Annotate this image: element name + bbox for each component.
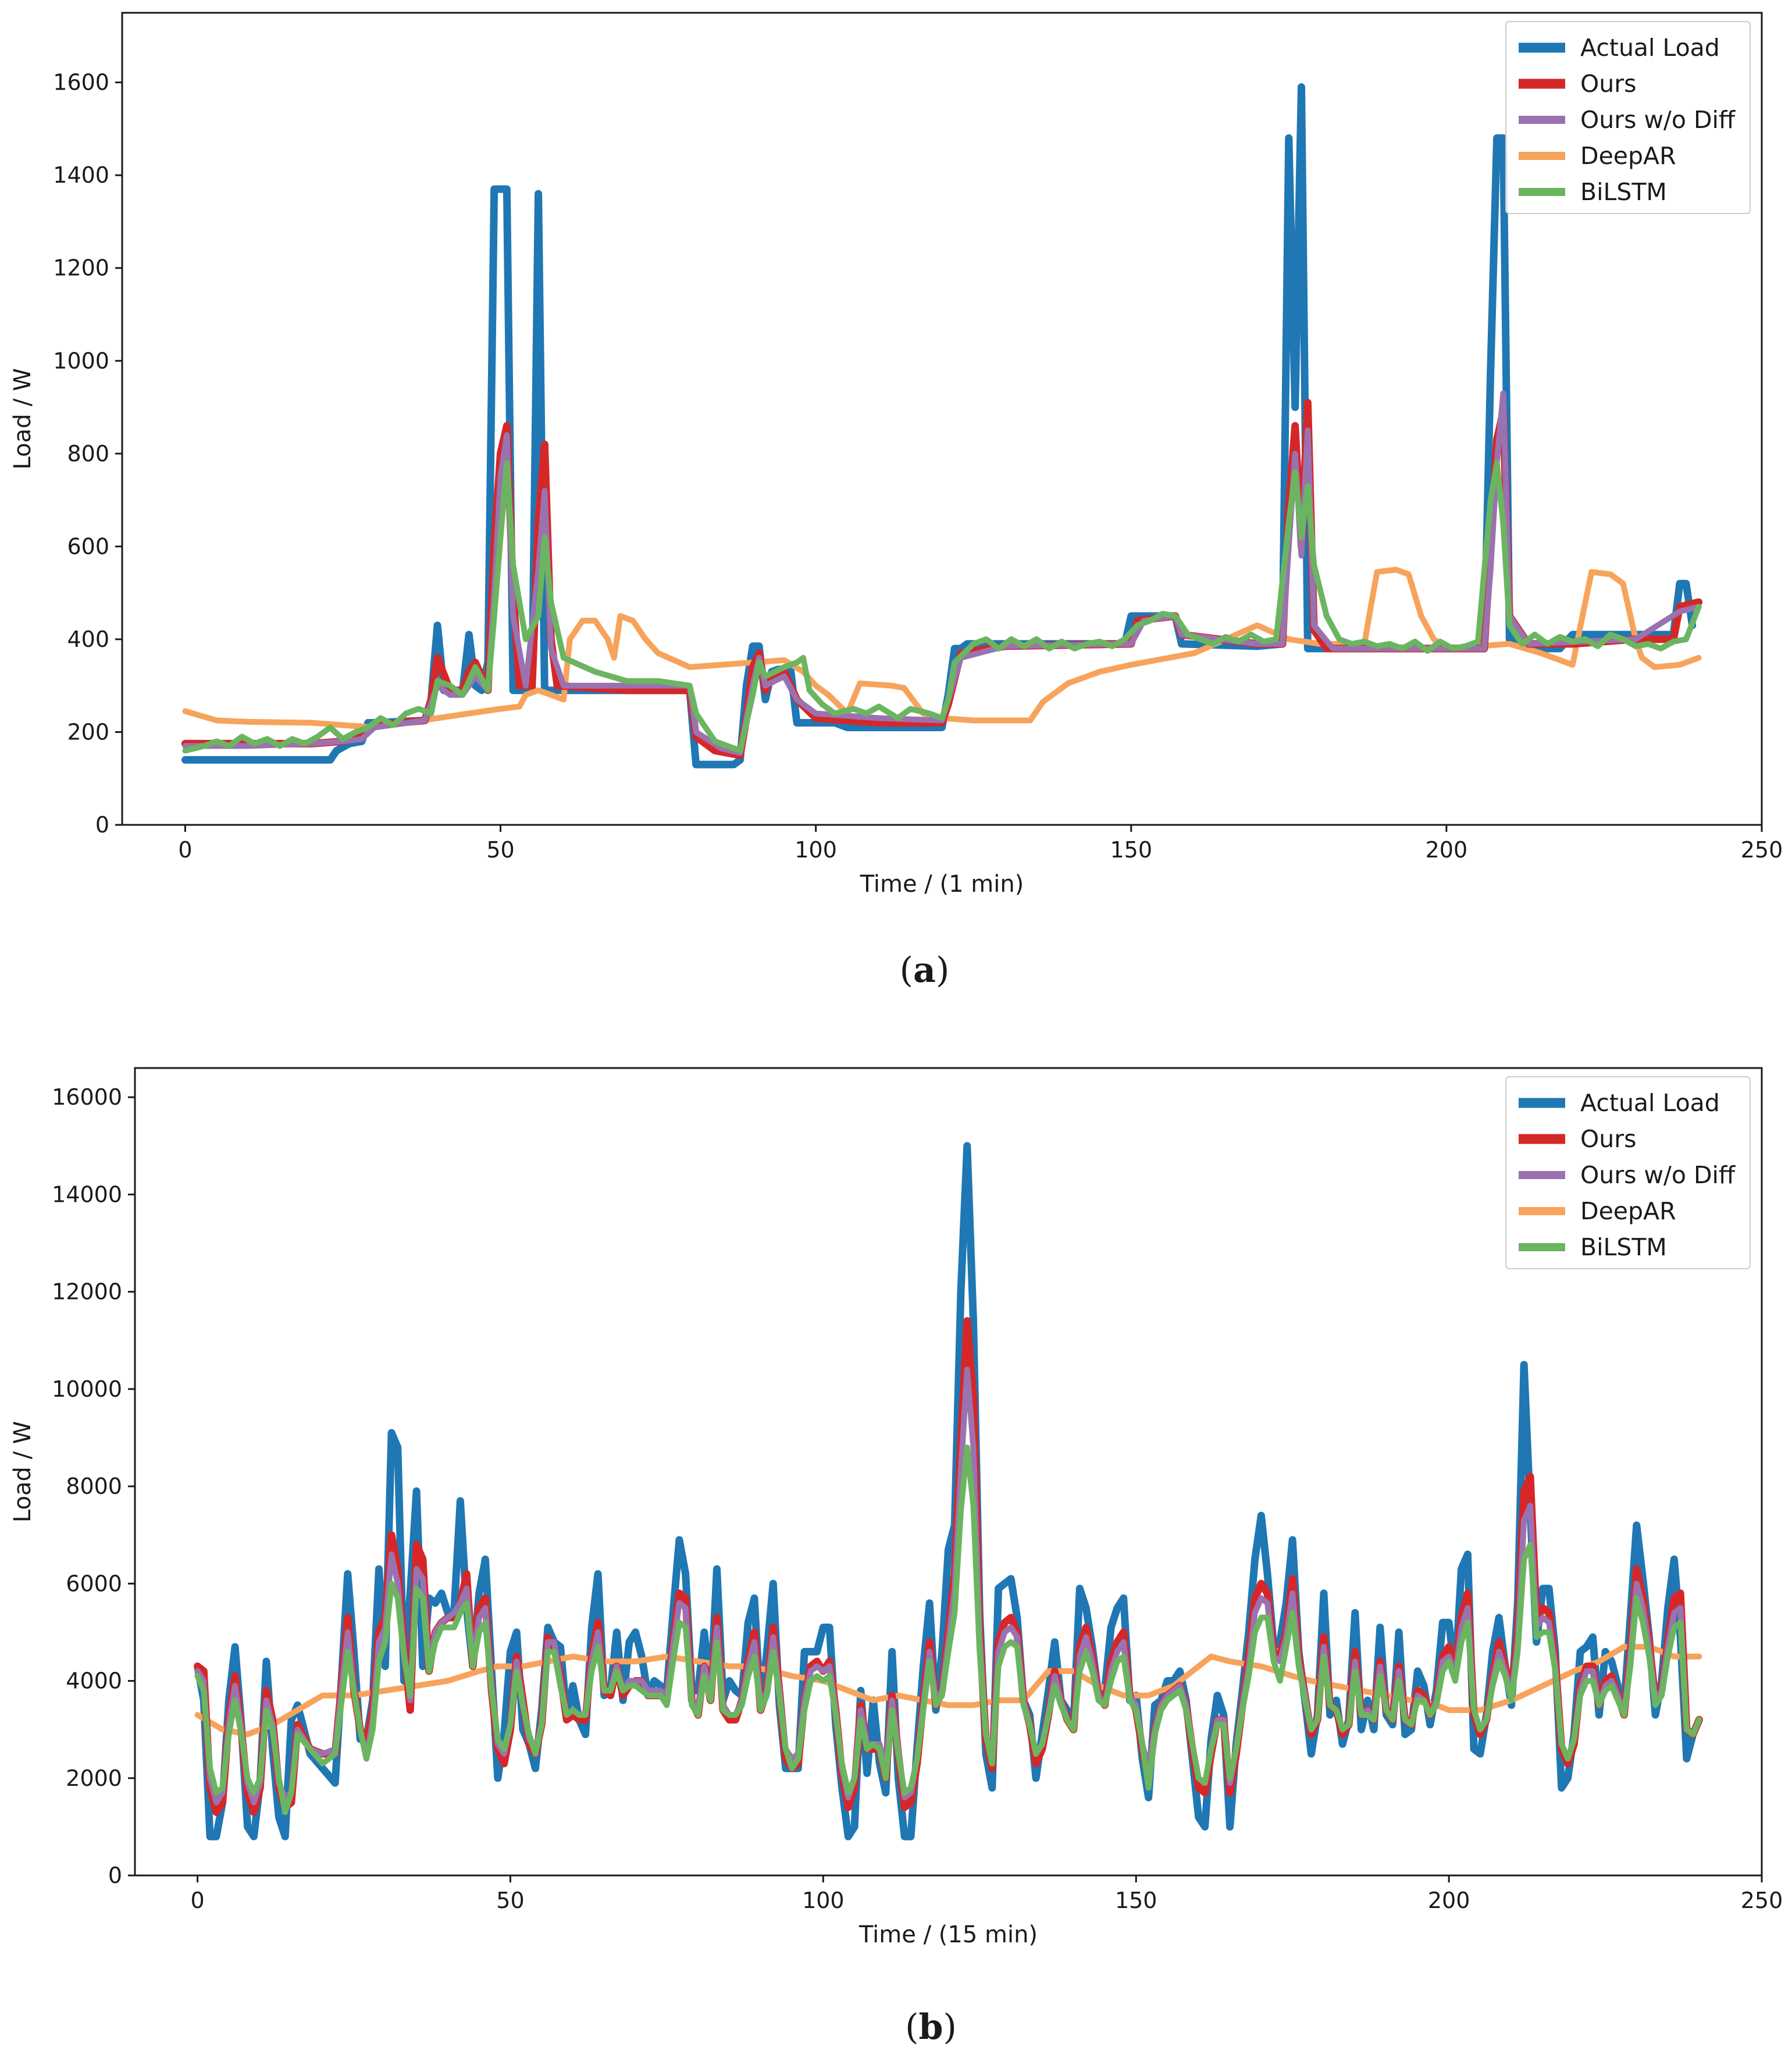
legend-label-bilstm: BiLSTM <box>1580 178 1667 206</box>
legend: Actual Load Ours Ours w/o Diff DeepAR BiLSTM <box>1505 1076 1751 1269</box>
legend-label-bilstm: BiLSTM <box>1580 1233 1667 1261</box>
y-tick-label: 4000 <box>66 1668 122 1694</box>
legend-label-ours-w-o-diff: Ours w/o Diff <box>1580 106 1736 134</box>
x-tick-label: 100 <box>795 837 837 863</box>
series-line-bilstm <box>182 460 1702 754</box>
y-tick-label: 800 <box>67 441 109 467</box>
y-tick-label: 0 <box>108 1863 122 1888</box>
chart-panel-b: 0 50 100 150 200 250 0 2000 4000 6000 8000 10000 120… <box>9 1067 1783 2048</box>
legend-box <box>1505 1076 1751 1269</box>
x-axis-title: Time / (15 min) <box>858 1921 1038 1948</box>
x-tick-label: 100 <box>802 1888 845 1913</box>
legend: Actual Load Ours Ours w/o Diff DeepAR BiLSTM <box>1505 21 1751 214</box>
legend-label-actual-load: Actual Load <box>1580 34 1720 62</box>
y-tick-label: 12000 <box>52 1279 122 1305</box>
legend-label-ours: Ours <box>1580 70 1636 98</box>
x-tick-label: 250 <box>1741 837 1783 863</box>
series-line-actual-load <box>194 1142 1703 1841</box>
series-group <box>181 83 1703 768</box>
y-axis-title: Load / W <box>9 1421 36 1522</box>
y-tick-label: 2000 <box>66 1765 122 1791</box>
x-tick-label: 200 <box>1426 837 1468 863</box>
y-tick-label: 200 <box>67 719 109 745</box>
chart-panel-a: 0 50 100 150 200 250 0 200 400 600 800 1000 1200 1400… <box>9 12 1783 991</box>
series-line-actual-load <box>181 83 1697 768</box>
legend-label-deepar: DeepAR <box>1580 142 1676 170</box>
y-tick-label: 16000 <box>52 1084 122 1110</box>
series-line-ours-w-o-diff <box>182 390 1702 756</box>
x-tick-label: 250 <box>1741 1888 1783 1913</box>
x-tick-label: 50 <box>496 1888 524 1913</box>
y-tick-label: 1400 <box>53 162 109 188</box>
series-line-bilstm <box>194 1444 1702 1816</box>
x-tick-label: 200 <box>1428 1888 1470 1913</box>
x-tick-label: 150 <box>1110 837 1153 863</box>
y-tick-label: 8000 <box>66 1473 122 1499</box>
y-tick-label: 600 <box>67 533 109 559</box>
legend-label-ours-w-o-diff: Ours w/o Diff <box>1580 1161 1736 1189</box>
y-tick-label: 10000 <box>52 1376 122 1402</box>
y-tick-label: 1600 <box>53 70 109 95</box>
plot-frame <box>121 12 1763 826</box>
panel-caption: (b) <box>905 2007 957 2048</box>
y-tick-label: 14000 <box>52 1181 122 1207</box>
x-tick-label: 50 <box>486 837 514 863</box>
plot-frame <box>134 1067 1763 1877</box>
y-axis-title: Load / W <box>9 368 36 469</box>
y-tick-label: 1200 <box>53 255 109 281</box>
x-tick-label: 0 <box>178 837 192 863</box>
legend-label-deepar: DeepAR <box>1580 1197 1676 1225</box>
x-tick-label: 150 <box>1115 1888 1157 1913</box>
legend-box <box>1505 21 1751 214</box>
legend-label-actual-load: Actual Load <box>1580 1089 1720 1117</box>
series-line-ours <box>181 398 1703 759</box>
y-tick-label: 6000 <box>66 1571 122 1596</box>
y-tick-label: 0 <box>95 812 109 838</box>
legend-label-ours: Ours <box>1580 1125 1636 1153</box>
y-tick-label: 1000 <box>53 348 109 373</box>
x-axis-title: Time / (1 min) <box>860 871 1024 898</box>
y-tick-label: 400 <box>67 627 109 652</box>
x-tick-label: 0 <box>190 1888 204 1913</box>
series-group <box>194 1142 1703 1841</box>
panel-caption: (a) <box>900 950 950 991</box>
